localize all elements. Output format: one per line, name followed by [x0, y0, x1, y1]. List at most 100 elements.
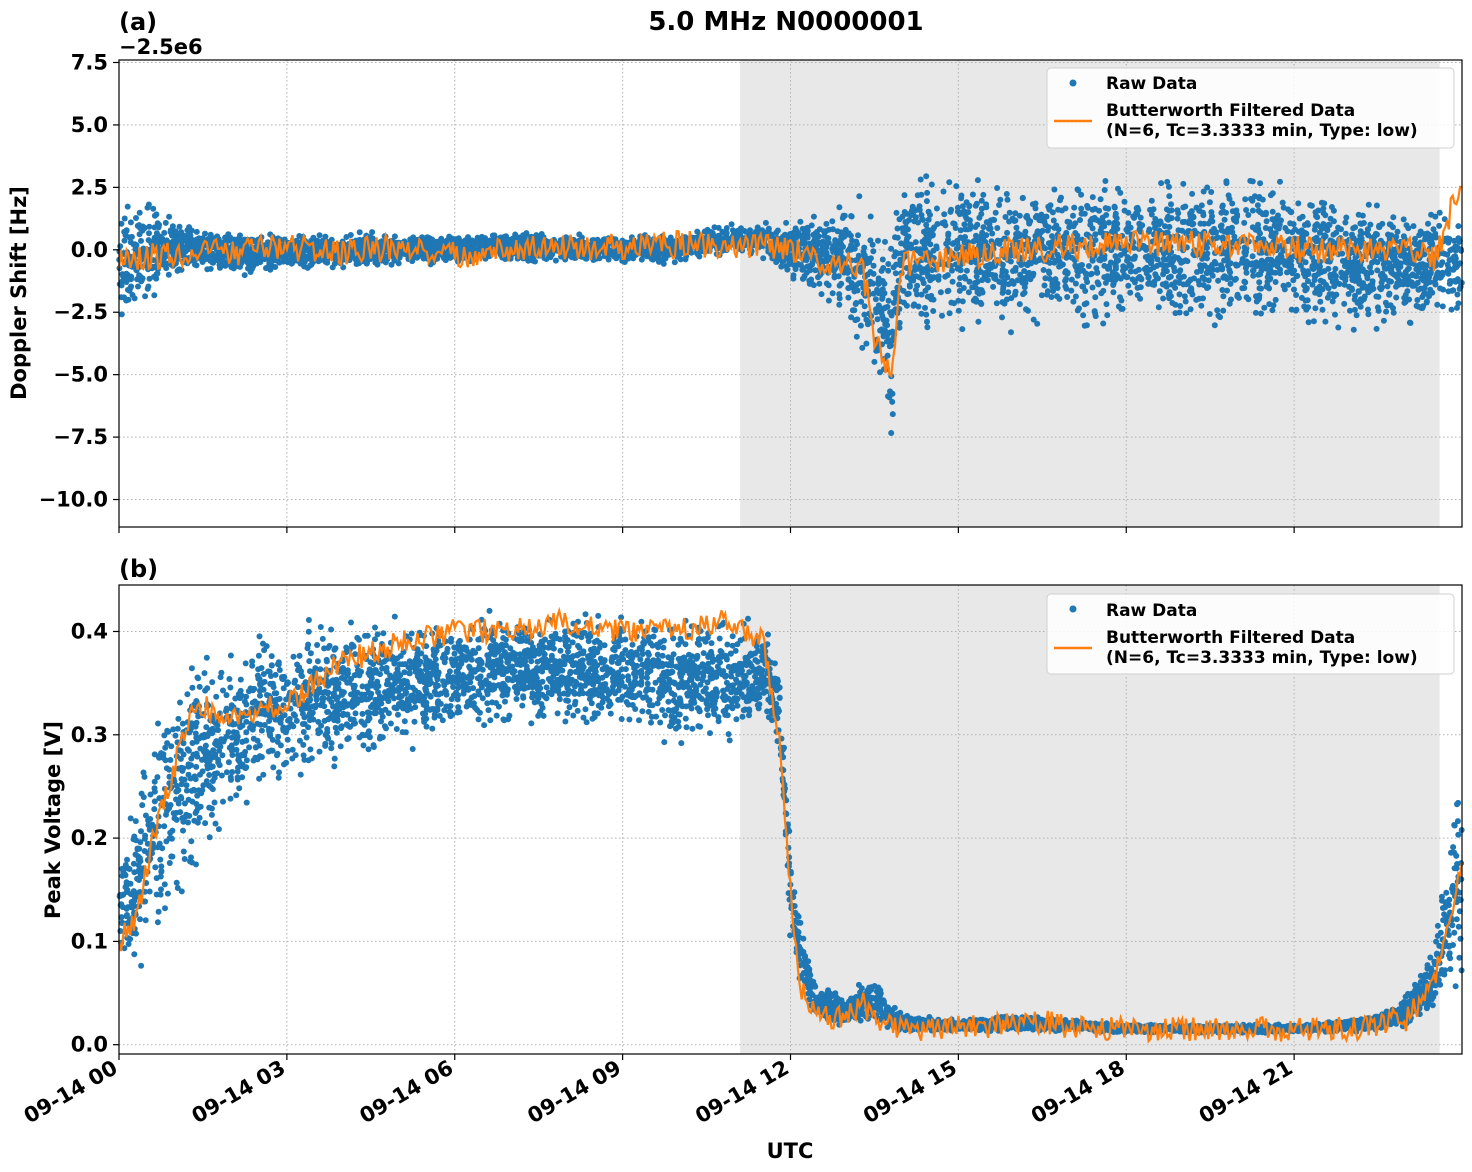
raw-data-point: [1064, 294, 1071, 300]
raw-data-point: [1414, 297, 1421, 303]
raw-data-point: [889, 390, 896, 397]
raw-data-point: [329, 264, 336, 271]
raw-data-point: [1006, 209, 1013, 216]
raw-data-point: [1241, 219, 1248, 226]
raw-data-point: [1166, 255, 1173, 261]
raw-data-point: [910, 302, 917, 309]
raw-data-point: [867, 213, 874, 220]
raw-data-point: [1332, 311, 1338, 318]
raw-data-point: [1289, 229, 1296, 236]
raw-data-point: [1181, 218, 1188, 225]
raw-data-point: [1121, 207, 1128, 214]
raw-data-point: [1249, 224, 1256, 231]
raw-data-point: [856, 193, 863, 200]
raw-data-point: [1003, 191, 1010, 197]
raw-data-point: [1153, 273, 1160, 280]
raw-data-point: [1056, 263, 1063, 270]
raw-data-point: [1240, 259, 1246, 266]
raw-data-point: [1092, 231, 1099, 238]
raw-data-point: [1437, 285, 1444, 292]
raw-data-point: [1383, 308, 1390, 315]
raw-data-point: [1404, 266, 1411, 273]
raw-data-point: [1412, 241, 1419, 248]
raw-data-point: [884, 303, 891, 310]
raw-data-point: [1112, 210, 1119, 217]
raw-data-point: [1009, 279, 1016, 286]
raw-data-point: [945, 287, 952, 294]
raw-data-point: [1319, 306, 1326, 313]
raw-data-point: [1444, 261, 1451, 268]
raw-data-point: [1189, 190, 1196, 197]
raw-data-point: [923, 311, 930, 318]
raw-data-point: [953, 245, 960, 252]
raw-data-point: [1097, 227, 1104, 234]
raw-data-point: [1167, 293, 1174, 300]
raw-data-point: [1229, 200, 1236, 207]
raw-data-point: [118, 220, 125, 227]
raw-data-point: [1299, 213, 1306, 220]
raw-data-point: [1437, 262, 1444, 268]
raw-data-point: [1000, 286, 1007, 293]
raw-data-point: [1295, 200, 1302, 207]
raw-data-point: [1161, 267, 1167, 274]
raw-data-point: [991, 217, 998, 223]
raw-data-point: [1104, 312, 1111, 319]
raw-data-point: [479, 240, 486, 247]
raw-data-point: [940, 188, 947, 195]
raw-data-point: [1137, 284, 1144, 291]
raw-data-point: [1394, 274, 1401, 281]
raw-data-point: [1094, 217, 1101, 224]
raw-data-point: [117, 243, 124, 250]
raw-data-point: [138, 237, 144, 244]
raw-data-point: [879, 313, 886, 320]
raw-data-point: [1127, 268, 1134, 275]
raw-data-point: [1198, 202, 1205, 209]
raw-data-point: [1072, 220, 1079, 227]
raw-data-point: [1167, 273, 1174, 280]
raw-data-point: [1249, 197, 1256, 204]
raw-data-point: [1016, 301, 1023, 308]
raw-data-point: [543, 256, 550, 262]
raw-data-point: [924, 318, 930, 325]
raw-data-point: [1227, 280, 1234, 287]
raw-data-point: [893, 209, 900, 216]
raw-data-point: [1070, 298, 1077, 305]
raw-data-point: [1272, 279, 1279, 285]
raw-data-point: [1171, 264, 1177, 271]
raw-data-point: [1232, 275, 1239, 282]
raw-data-point: [1089, 215, 1096, 222]
raw-data-point: [870, 280, 877, 287]
raw-data-point: [1199, 274, 1206, 281]
raw-data-point: [806, 280, 813, 287]
raw-data-point: [967, 221, 974, 228]
raw-data-point: [1376, 224, 1383, 230]
raw-data-point: [1338, 226, 1344, 233]
raw-data-point: [1023, 306, 1029, 313]
raw-data-point: [605, 256, 612, 263]
raw-data-point: [1021, 268, 1028, 274]
raw-data-point: [861, 311, 868, 318]
raw-data-point: [1369, 259, 1375, 266]
raw-data-point: [941, 219, 948, 226]
raw-data-point: [1172, 310, 1179, 317]
raw-data-point: [1298, 294, 1305, 301]
raw-data-point: [248, 266, 255, 273]
raw-data-point: [911, 218, 918, 225]
raw-data-point: [1021, 284, 1028, 291]
raw-data-point: [1401, 299, 1408, 306]
raw-data-point: [1147, 206, 1153, 213]
raw-data-point: [816, 280, 823, 287]
raw-data-point: [1219, 203, 1226, 210]
raw-data-point: [116, 281, 123, 288]
raw-data-point: [1078, 191, 1085, 198]
raw-data-point: [948, 299, 955, 306]
raw-data-point: [1220, 307, 1227, 314]
raw-data-point: [1030, 316, 1037, 323]
raw-data-point: [1168, 201, 1174, 208]
raw-data-point: [1077, 262, 1084, 269]
raw-data-point: [625, 255, 632, 262]
raw-data-point: [1042, 275, 1049, 282]
raw-data-point: [1269, 307, 1276, 314]
raw-data-point: [144, 285, 151, 292]
raw-data-point: [778, 263, 785, 270]
